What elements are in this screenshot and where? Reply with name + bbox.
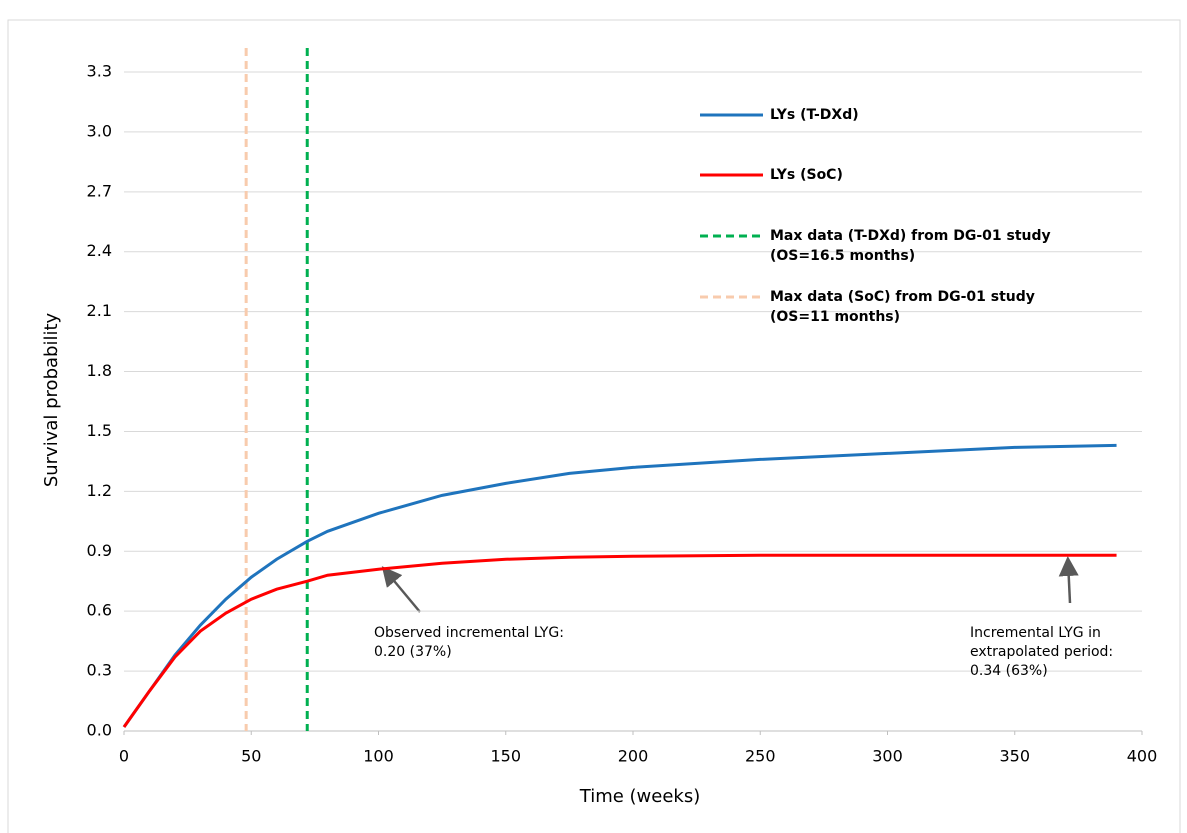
- y-tick-label: 1.8: [87, 361, 112, 380]
- x-tick-label: 300: [872, 747, 903, 766]
- x-tick-label: 350: [999, 747, 1030, 766]
- y-tick-label: 0.0: [87, 721, 112, 740]
- y-tick-label: 0.3: [87, 661, 112, 680]
- x-tick-label: 400: [1127, 747, 1158, 766]
- y-tick-label: 2.1: [87, 301, 112, 320]
- y-tick-label: 2.4: [87, 241, 112, 260]
- x-tick-label: 250: [745, 747, 776, 766]
- legend-label: LYs (T-DXd): [770, 107, 859, 123]
- series-line: [122, 553, 1117, 728]
- y-tick-label: 0.6: [87, 601, 112, 620]
- x-tick-label: 100: [363, 747, 394, 766]
- x-tick-label: 0: [119, 747, 129, 766]
- y-tick-label: 3.3: [87, 62, 112, 81]
- y-tick-label: 3.0: [87, 121, 112, 140]
- x-tick-label: 150: [490, 747, 521, 766]
- annotation: Incremental LYG in extrapolated period: …: [970, 625, 1114, 679]
- x-tick-label: 50: [241, 747, 261, 766]
- legend-label: Max data (SoC) from DG-01 study (OS=11 m…: [770, 289, 1035, 325]
- legend-label: LYs (SoC): [770, 167, 843, 183]
- series-line: [122, 443, 1117, 728]
- y-axis-label: Survival probability: [41, 312, 62, 487]
- x-axis-label: Time (weeks): [579, 786, 701, 807]
- annotation-arrow: [381, 566, 421, 613]
- y-tick-label: 2.7: [87, 181, 112, 200]
- legend-label: Max data (T-DXd) from DG-01 study (OS=16…: [770, 228, 1051, 264]
- y-tick-label: 0.9: [87, 541, 112, 560]
- y-tick-label: 1.2: [87, 481, 112, 500]
- y-tick-label: 1.5: [87, 421, 112, 440]
- annotation-arrow: [1058, 556, 1079, 604]
- annotation: Observed incremental LYG: 0.20 (37%): [374, 625, 564, 660]
- x-tick-label: 200: [618, 747, 649, 766]
- chart-frame: [7, 19, 1181, 833]
